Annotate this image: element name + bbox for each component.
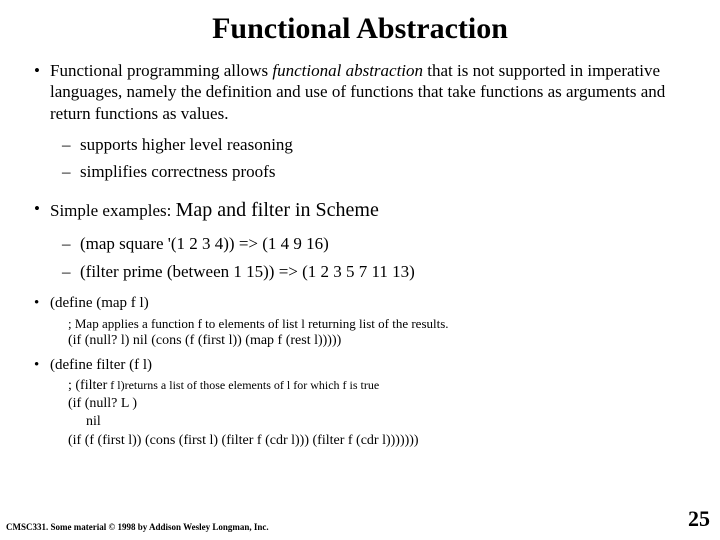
bullet-marker: • <box>30 198 50 223</box>
bullet-1b: – simplifies correctness proofs <box>62 161 690 182</box>
bullet-1b-text: simplifies correctness proofs <box>80 161 690 182</box>
def2-line2: nil <box>86 413 690 431</box>
dash-marker: – <box>62 161 80 182</box>
footer-attribution: CMSC331. Some material © 1998 by Addison… <box>6 522 269 532</box>
bullet-marker: • <box>30 294 50 313</box>
bullet-3-text: (define (map f l) <box>50 294 690 313</box>
footer: CMSC331. Some material © 1998 by Addison… <box>6 506 710 532</box>
bullet-2b: – (filter prime (between 1 15)) => (1 2 … <box>62 261 690 282</box>
para1-b: functional abstraction <box>272 61 423 80</box>
dash-marker: – <box>62 233 80 254</box>
bullet-4-text: (define filter (f l) <box>50 356 690 375</box>
bullet-marker: • <box>30 356 50 375</box>
bullet-4: • (define filter (f l) <box>30 356 690 375</box>
slide-title: Functional Abstraction <box>30 12 690 46</box>
dash-marker: – <box>62 134 80 155</box>
bullet-2: • Simple examples: Map and filter in Sch… <box>30 198 690 223</box>
def1-comment: ; Map applies a function f to elements o… <box>68 315 690 333</box>
def2-comment-a: ; (filter <box>68 378 107 393</box>
def2-line3: (if (f (first l)) (cons (first l) (filte… <box>68 432 690 450</box>
bullet-2b-text: (filter prime (between 1 15)) => (1 2 3 … <box>80 261 690 282</box>
dash-marker: – <box>62 261 80 282</box>
bullet-2-text: Simple examples: Map and filter in Schem… <box>50 198 690 223</box>
para2-b: Map and filter in Scheme <box>176 199 379 221</box>
def2-comment-b: f l)returns a list of those elements of … <box>107 378 379 392</box>
def1-body: (if (null? l) nil (cons (f (first l)) (m… <box>68 332 690 350</box>
para1-a: Functional programming allows <box>50 61 272 80</box>
bullet-2a-text: (map square '(1 2 3 4)) => (1 4 9 16) <box>80 233 690 254</box>
bullet-1a-text: supports higher level reasoning <box>80 134 690 155</box>
bullet-3: • (define (map f l) <box>30 294 690 313</box>
def2-line1: (if (null? L ) <box>68 395 690 413</box>
def2-comment: ; (filter f l)returns a list of those el… <box>68 377 690 395</box>
bullet-marker: • <box>30 60 50 124</box>
bullet-1-text: Functional programming allows functional… <box>50 60 690 124</box>
bullet-2a: – (map square '(1 2 3 4)) => (1 4 9 16) <box>62 233 690 254</box>
bullet-1a: – supports higher level reasoning <box>62 134 690 155</box>
para2-a: Simple examples: <box>50 201 176 220</box>
bullet-1: • Functional programming allows function… <box>30 60 690 124</box>
slide-number: 25 <box>688 506 710 532</box>
